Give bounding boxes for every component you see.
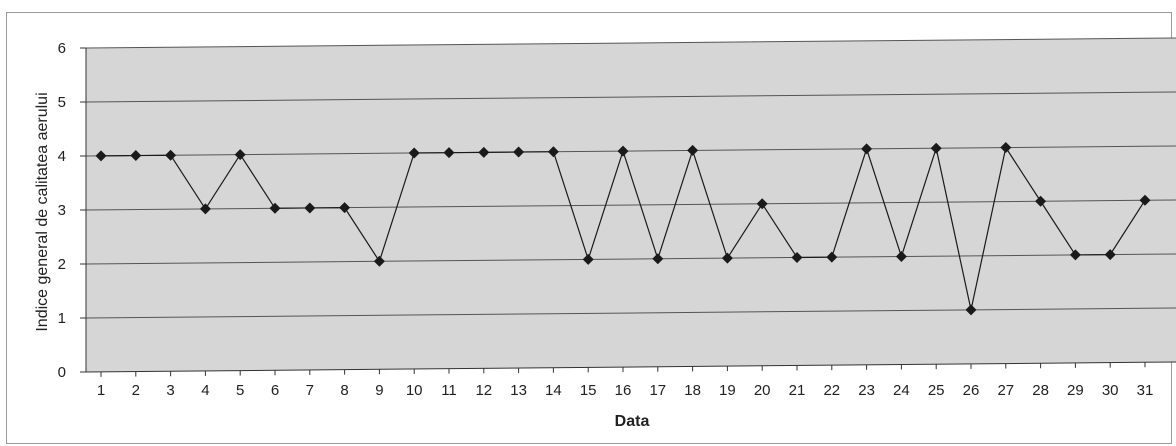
data-point-3 (165, 149, 177, 161)
x-tick-label-18: 18 (684, 382, 701, 399)
x-tick-label-30: 30 (1102, 382, 1119, 399)
data-point-13 (513, 146, 525, 158)
data-point-30 (1104, 249, 1116, 261)
data-point-12 (478, 146, 490, 158)
data-point-9 (373, 255, 385, 267)
x-tick-label-9: 9 (375, 382, 383, 399)
x-tick-label-1: 1 (97, 382, 105, 399)
gridline-y-2 (85, 253, 1176, 265)
x-tick-label-29: 29 (1067, 382, 1084, 399)
data-point-15 (582, 253, 594, 265)
x-tick-label-31: 31 (1137, 382, 1154, 399)
x-tick-label-7: 7 (306, 382, 314, 399)
gridline-y-4 (85, 145, 1176, 157)
gridline-y-6 (85, 37, 1176, 49)
x-tick-label-23: 23 (858, 382, 875, 399)
x-tick-label-17: 17 (649, 382, 666, 399)
x-tick-label-14: 14 (545, 382, 562, 399)
data-point-4 (199, 203, 211, 215)
y-tick-labels: 0 1 2 3 4 5 6 (58, 40, 66, 381)
data-point-21 (791, 251, 803, 263)
x-tick-label-12: 12 (475, 382, 492, 399)
x-tick-label-21: 21 (789, 382, 806, 399)
data-point-25 (930, 142, 942, 154)
x-tick-label-26: 26 (963, 382, 980, 399)
data-point-5 (234, 149, 246, 161)
x-tick-label-22: 22 (823, 382, 840, 399)
x-tick-label-11: 11 (441, 382, 457, 399)
data-point-29 (1069, 249, 1081, 261)
x-axis-title: Data (615, 413, 650, 430)
data-point-19 (721, 252, 733, 264)
data-point-1 (95, 150, 107, 162)
y-tick-label-3: 3 (58, 202, 66, 219)
data-point-17 (652, 253, 664, 265)
data-markers (95, 142, 1151, 316)
x-tick-label-2: 2 (132, 382, 140, 399)
data-point-20 (756, 198, 768, 210)
y-axis-title: Indice general de calitatea aerului (34, 92, 51, 331)
data-point-7 (304, 202, 316, 214)
data-point-28 (1035, 195, 1047, 207)
data-point-11 (443, 147, 455, 159)
data-point-8 (339, 202, 351, 214)
gridline-y-5 (85, 91, 1176, 103)
data-point-23 (861, 143, 873, 155)
x-axis-line (85, 361, 1176, 373)
x-tick-label-8: 8 (340, 382, 348, 399)
x-tick-label-20: 20 (754, 382, 771, 399)
data-point-31 (1139, 194, 1151, 206)
x-tick-label-3: 3 (166, 382, 174, 399)
data-point-6 (269, 202, 281, 214)
y-tick-label-2: 2 (58, 256, 66, 273)
data-point-22 (826, 251, 838, 263)
data-point-10 (408, 147, 420, 159)
x-tick-label-13: 13 (510, 382, 527, 399)
gridline-y-1 (85, 307, 1176, 319)
x-tick-label-10: 10 (406, 382, 423, 399)
y-tick-label-4: 4 (58, 148, 66, 165)
data-point-26 (965, 304, 977, 316)
x-tick-label-15: 15 (580, 382, 597, 399)
x-tick-label-4: 4 (201, 382, 209, 399)
x-tick-labels: 1 2 3 4 5 6 7 8 9 10 11 12 13 14 15 16 17 18 19 20 21 22 23 24 2… (97, 382, 1154, 399)
axes (85, 48, 1176, 377)
x-tick-label-16: 16 (615, 382, 632, 399)
data-point-18 (687, 144, 699, 156)
x-tick-label-6: 6 (271, 382, 279, 399)
x-tick-label-28: 28 (1032, 382, 1049, 399)
data-point-27 (1000, 142, 1012, 154)
y-tick-label-0: 0 (58, 364, 66, 381)
data-point-14 (547, 146, 559, 158)
data-point-16 (617, 145, 629, 157)
x-tick-label-27: 27 (997, 382, 1014, 399)
x-tick-label-24: 24 (893, 382, 910, 399)
y-tick-label-1: 1 (58, 310, 66, 327)
x-tick-label-19: 19 (719, 382, 736, 399)
x-tick-label-5: 5 (236, 382, 244, 399)
y-tick-label-5: 5 (58, 94, 66, 111)
y-tick-label-6: 6 (58, 40, 66, 57)
x-tick-label-25: 25 (928, 382, 945, 399)
data-point-24 (895, 251, 907, 263)
data-point-2 (130, 150, 142, 162)
